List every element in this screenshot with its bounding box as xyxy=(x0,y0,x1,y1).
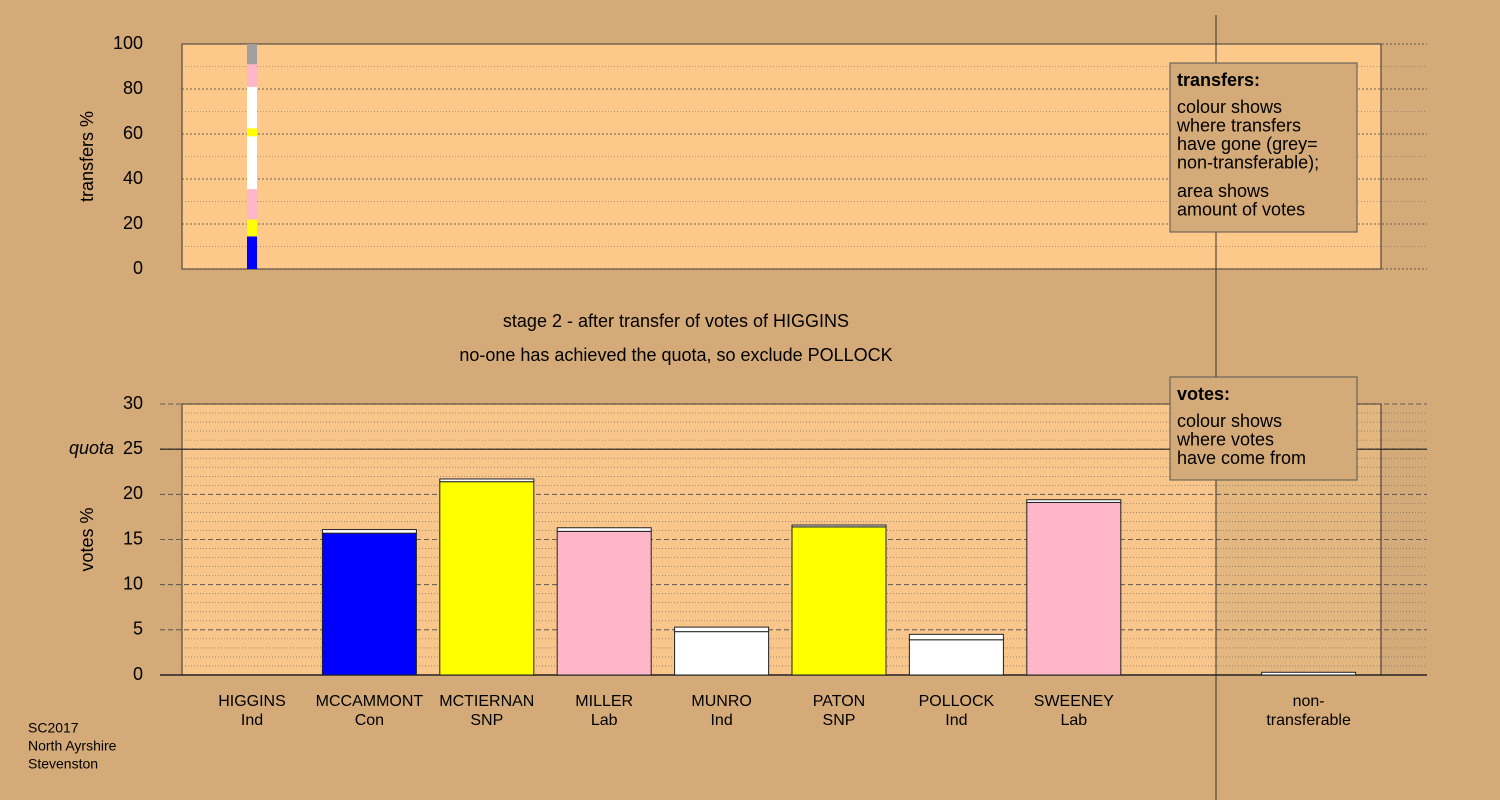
x-tick-label: POLLOCK xyxy=(919,693,995,710)
bar xyxy=(674,631,770,676)
info-box-line: amount of votes xyxy=(1177,199,1305,219)
bar xyxy=(321,532,417,676)
x-tick-label: MUNRO xyxy=(691,693,751,710)
bar xyxy=(1026,501,1122,676)
y-tick-label: 80 xyxy=(123,78,143,98)
y-tick-label: 20 xyxy=(123,213,143,233)
bar xyxy=(1026,499,1122,503)
transfer-segment xyxy=(247,44,257,65)
info-box-line: non-transferable); xyxy=(1177,152,1319,172)
x-tick-sublabel: SNP xyxy=(823,712,856,729)
transfer-segment xyxy=(247,86,257,129)
y-tick-label: 15 xyxy=(123,528,143,548)
y-tick-label: 20 xyxy=(123,483,143,503)
bar xyxy=(1261,671,1357,676)
info-box-line: have come from xyxy=(1177,448,1306,468)
x-tick-label: MILLER xyxy=(575,693,633,710)
x-tick-sublabel: SNP xyxy=(470,712,503,729)
x-tick-sublabel: Ind xyxy=(710,712,732,729)
bar xyxy=(439,481,535,676)
bar xyxy=(791,524,887,528)
y-axis-title: transfers % xyxy=(77,111,97,202)
y-tick-label: 10 xyxy=(123,573,143,593)
x-tick-sublabel: Lab xyxy=(591,712,618,729)
y-tick-label: 25 xyxy=(123,438,143,458)
x-tick-label: SWEENEY xyxy=(1034,693,1114,710)
x-tick-sublabel: transferable xyxy=(1266,712,1351,729)
transfer-segment xyxy=(247,189,257,220)
transfer-segment xyxy=(247,236,257,269)
transfer-segment xyxy=(247,219,257,237)
info-box-line: where votes xyxy=(1176,429,1274,449)
bar xyxy=(556,530,652,676)
transfer-segment xyxy=(247,64,257,87)
y-tick-label: 0 xyxy=(133,258,143,278)
footer-note: SC2017 xyxy=(28,720,79,736)
x-tick-label: non- xyxy=(1293,693,1325,710)
x-tick-sublabel: Lab xyxy=(1060,712,1087,729)
info-box-line: have gone (grey= xyxy=(1177,134,1318,154)
x-tick-label: HIGGINS xyxy=(218,693,286,710)
footer-note: North Ayrshire xyxy=(28,738,117,754)
info-box-frame xyxy=(1169,62,1358,233)
y-tick-label: 5 xyxy=(133,619,143,639)
bar xyxy=(439,478,535,483)
info-box-line: where transfers xyxy=(1176,115,1301,135)
x-tick-label: PATON xyxy=(813,693,865,710)
transfer-segment xyxy=(247,136,257,190)
bar xyxy=(791,526,887,676)
quota-label: quota xyxy=(69,438,114,458)
info-box-title: votes: xyxy=(1177,384,1230,404)
footer-note: Stevenston xyxy=(28,756,98,772)
transfer-segment xyxy=(247,128,257,137)
x-tick-label: MCTIERNAN xyxy=(439,693,534,710)
y-tick-label: 30 xyxy=(123,393,143,413)
info-box-line: colour shows xyxy=(1177,411,1282,431)
x-tick-label: MCCAMMONT xyxy=(316,693,424,710)
y-tick-label: 60 xyxy=(123,123,143,143)
x-tick-sublabel: Ind xyxy=(945,712,967,729)
y-tick-label: 40 xyxy=(123,168,143,188)
subtitle: no-one has achieved the quota, so exclud… xyxy=(459,345,892,365)
bar xyxy=(556,527,652,532)
y-tick-label: 100 xyxy=(113,33,143,53)
bar xyxy=(908,639,1004,676)
y-axis-title: votes % xyxy=(77,507,97,571)
info-box-frame xyxy=(1169,376,1358,481)
subtitle: stage 2 - after transfer of votes of HIG… xyxy=(503,311,849,331)
bar xyxy=(674,626,770,633)
info-box-line: colour shows xyxy=(1177,97,1282,117)
info-box-title: transfers: xyxy=(1177,70,1260,90)
x-tick-sublabel: Con xyxy=(355,712,384,729)
x-tick-sublabel: Ind xyxy=(241,712,263,729)
info-box-line: area shows xyxy=(1177,181,1269,201)
y-tick-label: 0 xyxy=(133,664,143,684)
bar xyxy=(321,529,417,534)
bar xyxy=(908,633,1004,641)
